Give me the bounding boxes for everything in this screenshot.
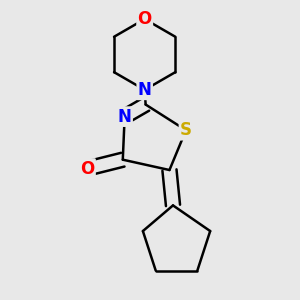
- Text: O: O: [80, 160, 94, 178]
- Text: N: N: [118, 108, 132, 126]
- Text: S: S: [180, 121, 192, 139]
- Text: N: N: [138, 81, 152, 99]
- Text: O: O: [138, 10, 152, 28]
